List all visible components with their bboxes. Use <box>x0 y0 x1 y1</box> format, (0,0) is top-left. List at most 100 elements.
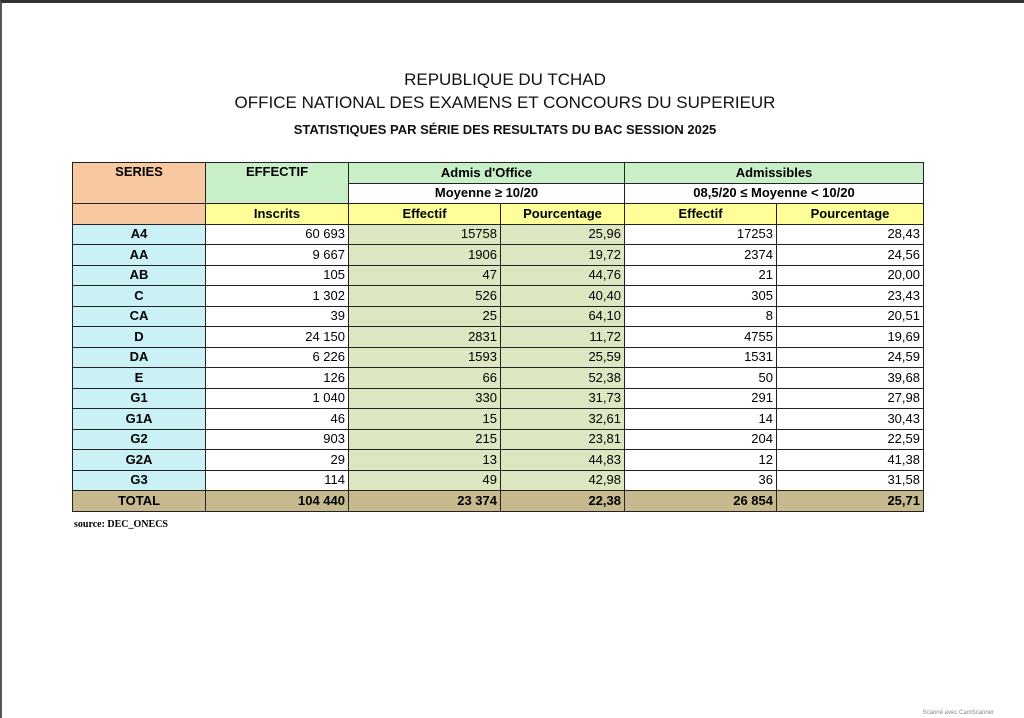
cell-admis-effectif: 13 <box>348 449 501 471</box>
header-admissibles-condition: 08,5/20 ≤ Moyenne < 10/20 <box>624 182 924 204</box>
header-series: SERIES <box>72 162 206 204</box>
cell-admissibles-pourcentage: 24,59 <box>776 346 924 368</box>
cell-admissibles-pourcentage: 30,43 <box>776 408 924 430</box>
source-note: source: DEC_ONECS <box>74 519 168 530</box>
watermark: Scanné avec CamScanner <box>922 710 994 716</box>
cell-inscrits: 903 <box>205 428 349 450</box>
cell-admissibles-effectif: 305 <box>624 285 777 307</box>
table-row: G2A 29 13 44,83 12 41,38 <box>72 449 924 471</box>
header-inscrits: Inscrits <box>205 203 349 225</box>
total-admissibles-effectif: 26 854 <box>624 490 777 512</box>
cell-admis-pourcentage: 40,40 <box>500 285 625 307</box>
cell-admis-effectif: 330 <box>348 387 501 409</box>
table-row: DA 6 226 1593 25,59 1531 24,59 <box>72 346 924 368</box>
cell-admissibles-pourcentage: 28,43 <box>776 223 924 245</box>
cell-admis-effectif: 2831 <box>348 326 501 348</box>
cell-inscrits: 1 302 <box>205 285 349 307</box>
cell-series: DA <box>72 346 206 368</box>
cell-inscrits: 126 <box>205 367 349 389</box>
cell-admissibles-pourcentage: 41,38 <box>776 449 924 471</box>
total-admissibles-pourcentage: 25,71 <box>776 490 924 512</box>
cell-admis-effectif: 15 <box>348 408 501 430</box>
total-admis-pourcentage: 22,38 <box>500 490 625 512</box>
cell-admis-pourcentage: 52,38 <box>500 367 625 389</box>
cell-admis-pourcentage: 19,72 <box>500 244 625 266</box>
cell-admis-effectif: 66 <box>348 367 501 389</box>
cell-admissibles-pourcentage: 31,58 <box>776 469 924 491</box>
cell-admis-effectif: 49 <box>348 469 501 491</box>
total-inscrits: 104 440 <box>205 490 349 512</box>
cell-admis-pourcentage: 11,72 <box>500 326 625 348</box>
cell-admis-effectif: 1593 <box>348 346 501 368</box>
title-statistics: STATISTIQUES PAR SÉRIE DES RESULTATS DU … <box>293 122 717 137</box>
cell-admissibles-effectif: 4755 <box>624 326 777 348</box>
cell-inscrits: 114 <box>205 469 349 491</box>
cell-admissibles-effectif: 36 <box>624 469 777 491</box>
title-office: OFFICE NATIONAL DES EXAMENS ET CONCOURS … <box>234 93 776 112</box>
table-row: A4 60 693 15758 25,96 17253 28,43 <box>72 223 924 245</box>
table-row: E 126 66 52,38 50 39,68 <box>72 367 924 389</box>
total-row: TOTAL 104 440 23 374 22,38 26 854 25,71 <box>72 490 924 512</box>
cell-series: A4 <box>72 223 206 245</box>
cell-series: E <box>72 367 206 389</box>
cell-admis-pourcentage: 44,76 <box>500 264 625 286</box>
cell-inscrits: 24 150 <box>205 326 349 348</box>
cell-series: C <box>72 285 206 307</box>
cell-inscrits: 6 226 <box>205 346 349 368</box>
table-row: AB 105 47 44,76 21 20,00 <box>72 264 924 286</box>
table-row: G1 1 040 330 31,73 291 27,98 <box>72 387 924 409</box>
cell-admis-effectif: 25 <box>348 305 501 327</box>
header-admis-condition: Moyenne ≥ 10/20 <box>348 182 625 204</box>
cell-admis-pourcentage: 23,81 <box>500 428 625 450</box>
cell-admissibles-pourcentage: 27,98 <box>776 387 924 409</box>
cell-series: G1 <box>72 387 206 409</box>
cell-inscrits: 29 <box>205 449 349 471</box>
cell-admissibles-effectif: 17253 <box>624 223 777 245</box>
cell-admis-pourcentage: 31,73 <box>500 387 625 409</box>
results-table: SERIES EFFECTIF Admis d'Office Admissibl… <box>72 162 924 512</box>
total-label: TOTAL <box>72 490 206 512</box>
cell-series: G3 <box>72 469 206 491</box>
cell-series: G2A <box>72 449 206 471</box>
header-admis-effectif: Effectif <box>348 203 501 225</box>
cell-admissibles-effectif: 291 <box>624 387 777 409</box>
cell-inscrits: 105 <box>205 264 349 286</box>
cell-admissibles-effectif: 21 <box>624 264 777 286</box>
cell-admis-pourcentage: 25,96 <box>500 223 625 245</box>
total-admis-effectif: 23 374 <box>348 490 501 512</box>
cell-inscrits: 39 <box>205 305 349 327</box>
cell-admissibles-pourcentage: 20,00 <box>776 264 924 286</box>
cell-admissibles-effectif: 2374 <box>624 244 777 266</box>
cell-admis-pourcentage: 25,59 <box>500 346 625 368</box>
cell-inscrits: 1 040 <box>205 387 349 409</box>
cell-inscrits: 46 <box>205 408 349 430</box>
cell-admissibles-effectif: 204 <box>624 428 777 450</box>
cell-series: D <box>72 326 206 348</box>
cell-admis-effectif: 526 <box>348 285 501 307</box>
title-country: REPUBLIQUE DU TCHAD <box>404 70 606 89</box>
cell-admissibles-effectif: 12 <box>624 449 777 471</box>
header-admissibles-effectif: Effectif <box>624 203 777 225</box>
cell-admis-pourcentage: 32,61 <box>500 408 625 430</box>
table-row: G1A 46 15 32,61 14 30,43 <box>72 408 924 430</box>
cell-series: CA <box>72 305 206 327</box>
cell-admis-effectif: 15758 <box>348 223 501 245</box>
cell-admissibles-pourcentage: 39,68 <box>776 367 924 389</box>
cell-admissibles-effectif: 8 <box>624 305 777 327</box>
cell-series: G2 <box>72 428 206 450</box>
cell-admissibles-pourcentage: 22,59 <box>776 428 924 450</box>
cell-admis-pourcentage: 44,83 <box>500 449 625 471</box>
header-blank <box>72 203 206 225</box>
header-admis: Admis d'Office <box>348 162 625 184</box>
cell-admissibles-pourcentage: 23,43 <box>776 285 924 307</box>
cell-admis-pourcentage: 42,98 <box>500 469 625 491</box>
cell-admissibles-pourcentage: 24,56 <box>776 244 924 266</box>
cell-inscrits: 60 693 <box>205 223 349 245</box>
header-admis-pourcentage: Pourcentage <box>500 203 625 225</box>
table-row: G3 114 49 42,98 36 31,58 <box>72 469 924 491</box>
header-effectif: EFFECTIF <box>205 162 349 204</box>
table-row: CA 39 25 64,10 8 20,51 <box>72 305 924 327</box>
cell-admis-effectif: 1906 <box>348 244 501 266</box>
table-row: G2 903 215 23,81 204 22,59 <box>72 428 924 450</box>
